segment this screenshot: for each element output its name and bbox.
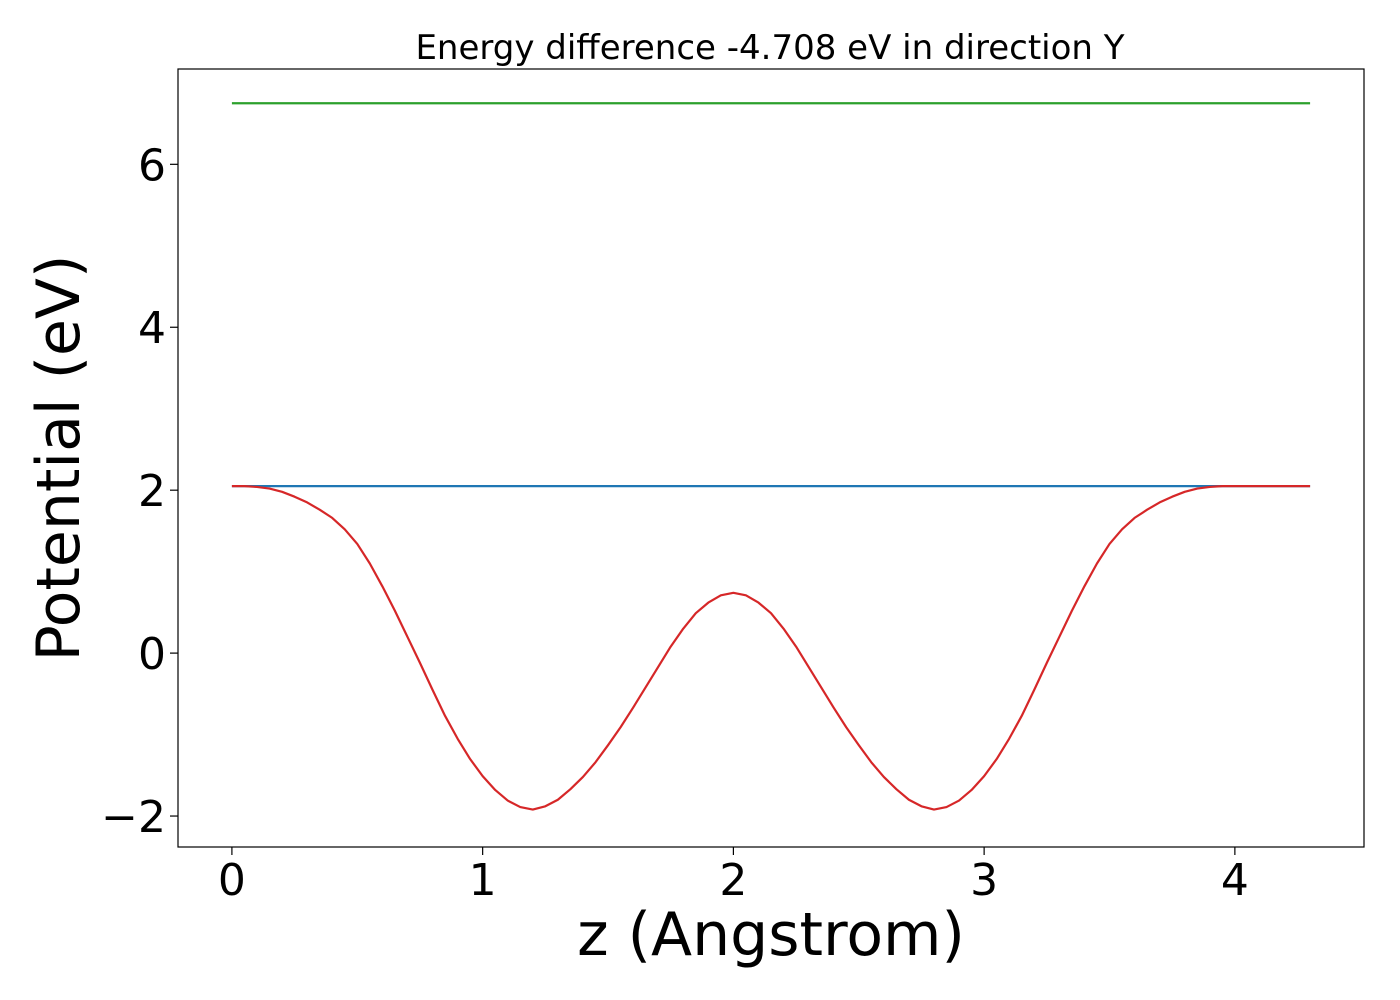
x-tick-label: 3 (970, 855, 998, 906)
y-axis-ticks: −2 0 2 4 6 (101, 140, 178, 843)
x-tick-label: 4 (1221, 855, 1249, 906)
plot-area (231, 102, 1311, 811)
x-axis-label: z (Angstrom) (577, 900, 965, 970)
x-tick-label: 1 (469, 855, 497, 906)
axes-frame (177, 68, 1365, 848)
x-tick-label: 2 (719, 855, 747, 906)
x-tick-label: 0 (218, 855, 246, 906)
y-tick-label: 2 (138, 466, 166, 517)
y-axis-label: Potential (eV) (24, 255, 94, 662)
series-line-3 (231, 485, 1311, 811)
x-axis-ticks: 0 1 2 3 4 (218, 847, 1249, 906)
y-tick-label: 4 (138, 303, 166, 354)
y-tick-label: 6 (138, 140, 166, 191)
y-tick-label: 0 (138, 629, 166, 680)
y-tick-label: −2 (101, 792, 166, 843)
chart-title: Energy difference -4.708 eV in direction… (415, 28, 1124, 68)
